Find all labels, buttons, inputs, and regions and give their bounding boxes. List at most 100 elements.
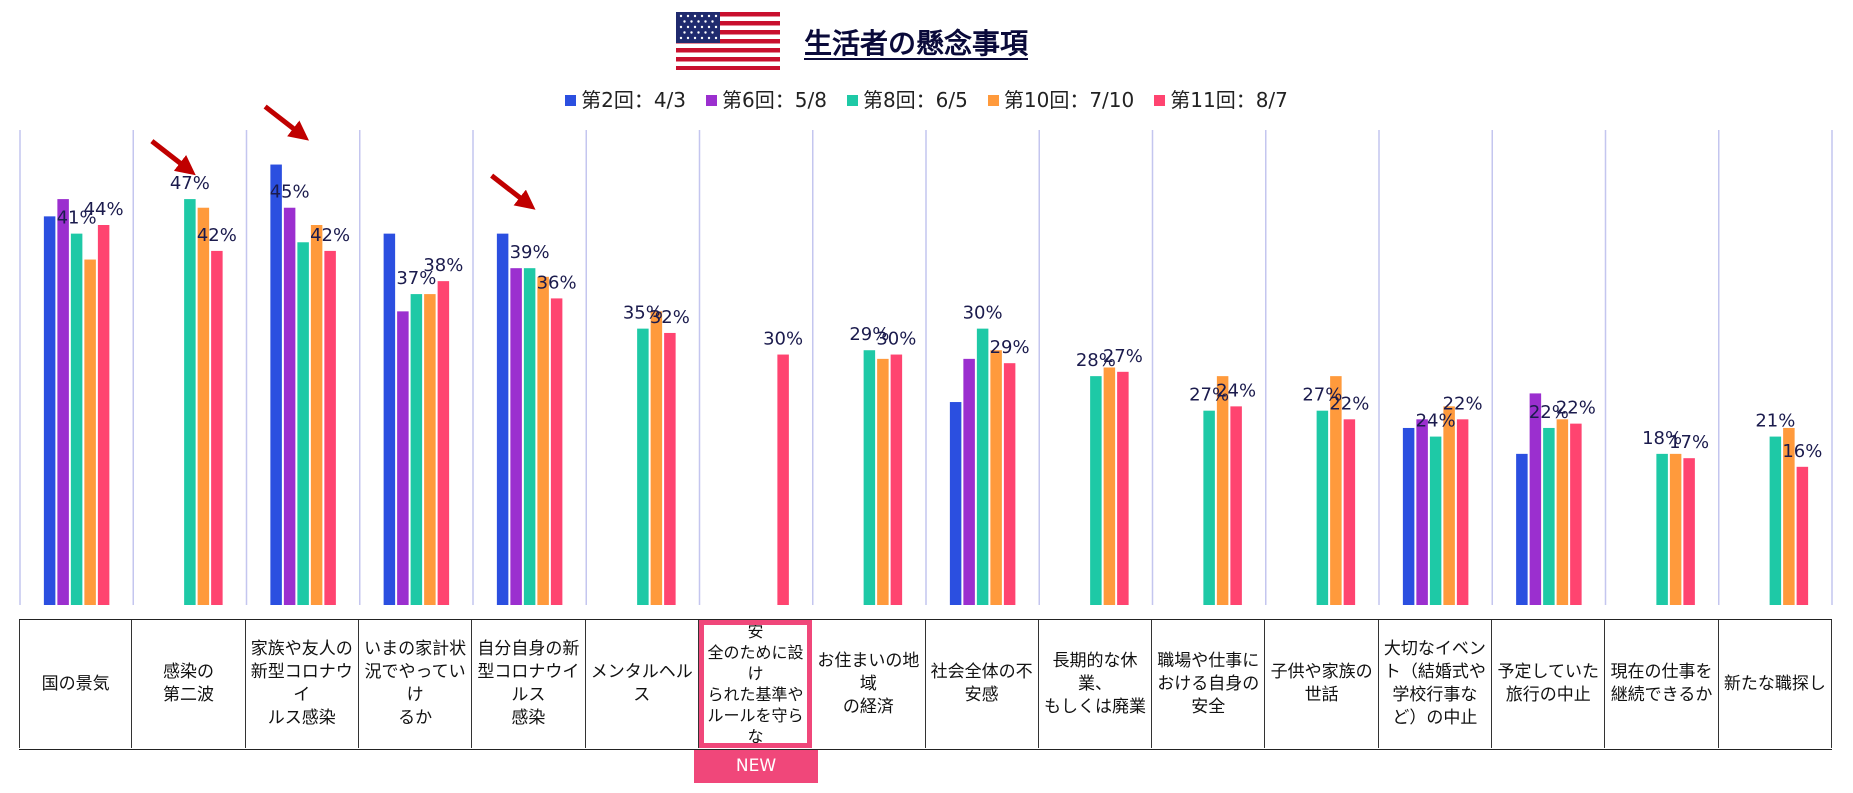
data-label: 21%	[1755, 411, 1795, 432]
chart-header: 生活者の懸念事項	[0, 0, 1853, 70]
category-label: 国の景気	[19, 620, 133, 748]
data-label: 39%	[510, 242, 550, 263]
bar	[1796, 466, 1809, 605]
data-label: 29%	[990, 337, 1030, 358]
bar	[324, 250, 336, 605]
category-label-text: 自分自身の新 型コロナウイルス 感染	[477, 639, 580, 728]
bar	[1570, 423, 1582, 605]
bar	[57, 199, 69, 605]
bar	[963, 358, 975, 605]
category-label: メンタルヘルス	[586, 620, 699, 748]
bar	[1669, 453, 1682, 605]
category-label: 新たな職探し	[1719, 620, 1832, 748]
bar	[664, 332, 676, 605]
bar	[1456, 419, 1469, 605]
data-label: 27%	[1189, 385, 1229, 406]
category-label: お住まいの地域 の経済	[812, 620, 926, 748]
bar	[1117, 371, 1129, 605]
category-label: 大切なイベン ト（結婚式や 学校行事な ど）の中止	[1379, 620, 1493, 748]
category-label: いまの家計状 況でやっていけ るか	[359, 620, 473, 748]
category-label-text: 社会全体の不 安感	[930, 662, 1033, 705]
data-label: 38%	[423, 255, 463, 276]
category-label-text: 職場や仕事に おける自身の 安全	[1157, 650, 1260, 717]
new-badge: NEW	[694, 750, 818, 783]
legend-swatch	[846, 95, 858, 106]
bar	[990, 350, 1002, 605]
bar	[1416, 419, 1428, 605]
data-label: 29%	[849, 324, 889, 345]
data-label: 24%	[1216, 380, 1256, 401]
bar	[70, 233, 83, 606]
category-label-text: 周りの人が、安 全のために設け られた基準や ルールを守らな いこと	[707, 622, 804, 746]
category-label-text: 予定していた 旅行の中止	[1497, 662, 1599, 705]
legend-item: 第6回：5/8	[706, 84, 827, 113]
bar	[424, 294, 436, 605]
category-label: 予定していた 旅行の中止	[1492, 620, 1606, 748]
category-label-text: いまの家計状 況でやっていけ るか	[364, 639, 467, 728]
bar	[1343, 419, 1356, 605]
legend-label: 第10回：7/10	[1003, 88, 1135, 112]
bar	[410, 294, 423, 605]
bar	[1330, 376, 1342, 605]
bar	[650, 311, 663, 605]
category-label: 周りの人が、安 全のために設け られた基準や ルールを守らな いこと	[698, 620, 813, 748]
category-label: 長期的な休業、 もしくは廃業	[1039, 620, 1153, 748]
category-label: 職場や仕事に おける自身の 安全	[1152, 620, 1266, 748]
bar	[43, 216, 56, 605]
data-label: 27%	[1103, 346, 1143, 367]
bar	[397, 311, 409, 605]
bar	[877, 358, 889, 605]
category-label-text: 感染の 第二波	[162, 662, 214, 705]
category-label: 感染の 第二波	[132, 620, 246, 748]
category-label-text: 大切なイベン ト（結婚式や 学校行事な ど）の中止	[1383, 639, 1486, 728]
bar	[949, 402, 962, 605]
category-label: 現在の仕事を 継続できるか	[1605, 620, 1719, 748]
bar	[297, 242, 309, 606]
bar	[1103, 367, 1116, 605]
legend-label: 第6回：5/8	[722, 88, 827, 112]
bar	[1203, 410, 1215, 605]
legend-swatch	[706, 95, 718, 106]
bar	[1443, 406, 1455, 605]
bar	[550, 298, 563, 605]
data-label: 16%	[1782, 441, 1822, 462]
bar-chart-plot: 41%44%47%42%45%42%37%38%39%36%35%32%30% 2…	[19, 104, 1833, 606]
data-label: 22%	[1556, 398, 1596, 419]
data-label: 24%	[1416, 411, 1456, 432]
data-label: 44%	[84, 199, 124, 220]
legend-item: 第2回：4/3	[565, 84, 686, 113]
data-label: 32%	[650, 307, 690, 328]
bar	[510, 268, 522, 605]
category-label-text: 長期的な休業、 もしくは廃業	[1043, 650, 1146, 717]
chart-legend: 第2回：4/3 第6回：5/8 第8回：6/5 第10回：7/10 第11回：8/7	[0, 84, 1853, 113]
data-label: 37%	[396, 268, 436, 289]
category-label-text: 新たな職探し	[1723, 673, 1826, 694]
bar	[1783, 427, 1795, 605]
bar	[84, 259, 96, 605]
bar	[523, 268, 536, 605]
decline-arrow-icon	[150, 139, 196, 176]
bar	[270, 164, 282, 605]
data-label: 41%	[57, 208, 97, 229]
us-flag-icon	[676, 12, 780, 70]
bar	[637, 328, 649, 605]
bar	[777, 354, 789, 605]
data-label: 22%	[1443, 393, 1483, 414]
bar	[1529, 393, 1542, 605]
legend-swatch	[565, 95, 577, 106]
data-label: 22%	[1529, 402, 1569, 423]
bar	[97, 225, 110, 605]
data-label: 35%	[623, 303, 663, 324]
bar	[1556, 419, 1569, 605]
category-table: 国の景気 感染の 第二波 家族や友人の 新型コロナウイ ルス感染 いまの家計状 況でや…	[19, 619, 1832, 750]
legend-item: 第10回：7/10	[987, 84, 1135, 113]
legend-swatch	[987, 95, 999, 106]
legend-label: 第11回：8/7	[1170, 88, 1288, 112]
legend-item: 第8回：6/5	[846, 84, 968, 113]
bar	[197, 207, 210, 605]
bar	[1230, 406, 1242, 605]
bar	[976, 328, 989, 605]
decline-arrow-icon	[263, 104, 310, 141]
data-label: 27%	[1302, 385, 1342, 406]
bar	[211, 250, 223, 605]
